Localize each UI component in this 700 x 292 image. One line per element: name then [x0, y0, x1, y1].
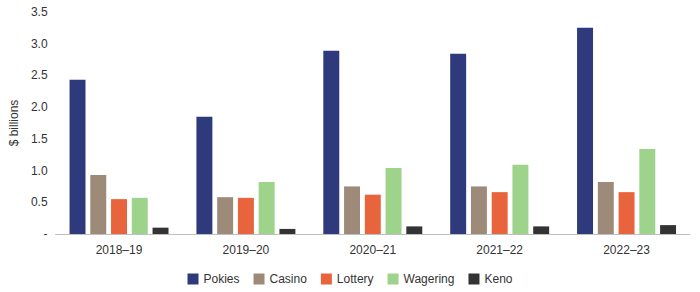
- svg-text:2022–23: 2022–23: [603, 243, 650, 257]
- svg-text:3.5: 3.5: [31, 5, 48, 19]
- svg-text:Pokies: Pokies: [204, 272, 240, 286]
- svg-text:$ billions: $ billions: [7, 100, 21, 147]
- svg-text:0.5: 0.5: [31, 195, 48, 209]
- svg-text:2020–21: 2020–21: [349, 243, 396, 257]
- svg-text:-: -: [44, 227, 48, 241]
- svg-text:3.0: 3.0: [31, 37, 48, 51]
- svg-text:2.5: 2.5: [31, 68, 48, 82]
- svg-text:2021–22: 2021–22: [476, 243, 523, 257]
- svg-text:Keno: Keno: [484, 272, 512, 286]
- svg-text:2019–20: 2019–20: [223, 243, 270, 257]
- svg-text:Wagering: Wagering: [404, 272, 455, 286]
- svg-text:1.5: 1.5: [31, 132, 48, 146]
- svg-text:Lottery: Lottery: [337, 272, 374, 286]
- svg-text:Casino: Casino: [270, 272, 308, 286]
- svg-text:1.0: 1.0: [31, 164, 48, 178]
- svg-text:2018–19: 2018–19: [96, 243, 143, 257]
- svg-text:2.0: 2.0: [31, 100, 48, 114]
